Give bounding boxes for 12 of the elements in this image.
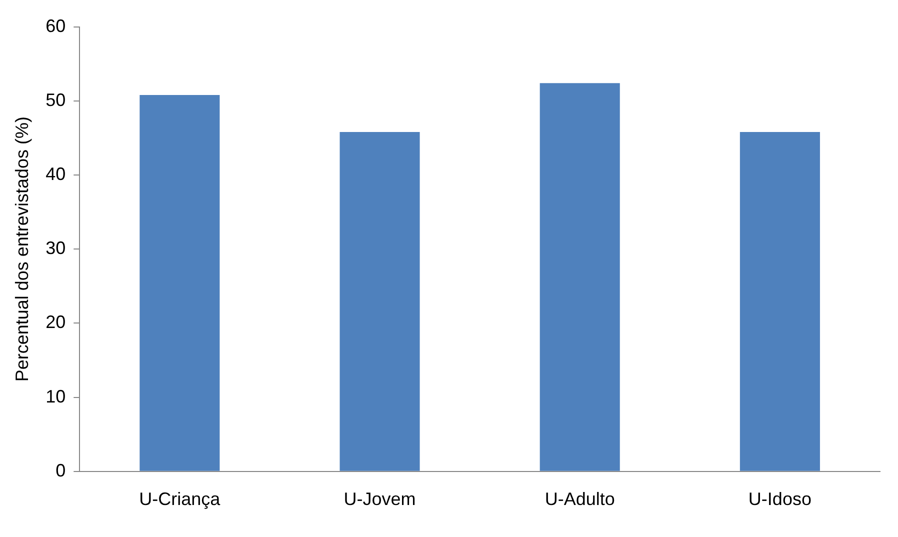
x-tick-label: U-Idoso (748, 489, 812, 510)
y-tick-label: 20 (46, 312, 66, 332)
x-tick-label: U-Criança (139, 489, 222, 510)
y-tick-label: 0 (56, 460, 66, 480)
y-tick-label: 60 (46, 16, 66, 36)
y-axis-title: Percentual dos entrevistados (%) (12, 116, 32, 382)
y-tick-label: 30 (46, 238, 66, 258)
y-tick-label: 40 (46, 164, 66, 184)
x-tick-label: U-Adulto (544, 489, 615, 510)
y-tick-label: 50 (46, 90, 66, 110)
x-tick-label: U-Jovem (344, 489, 416, 510)
y-tick-label: 10 (46, 386, 66, 406)
